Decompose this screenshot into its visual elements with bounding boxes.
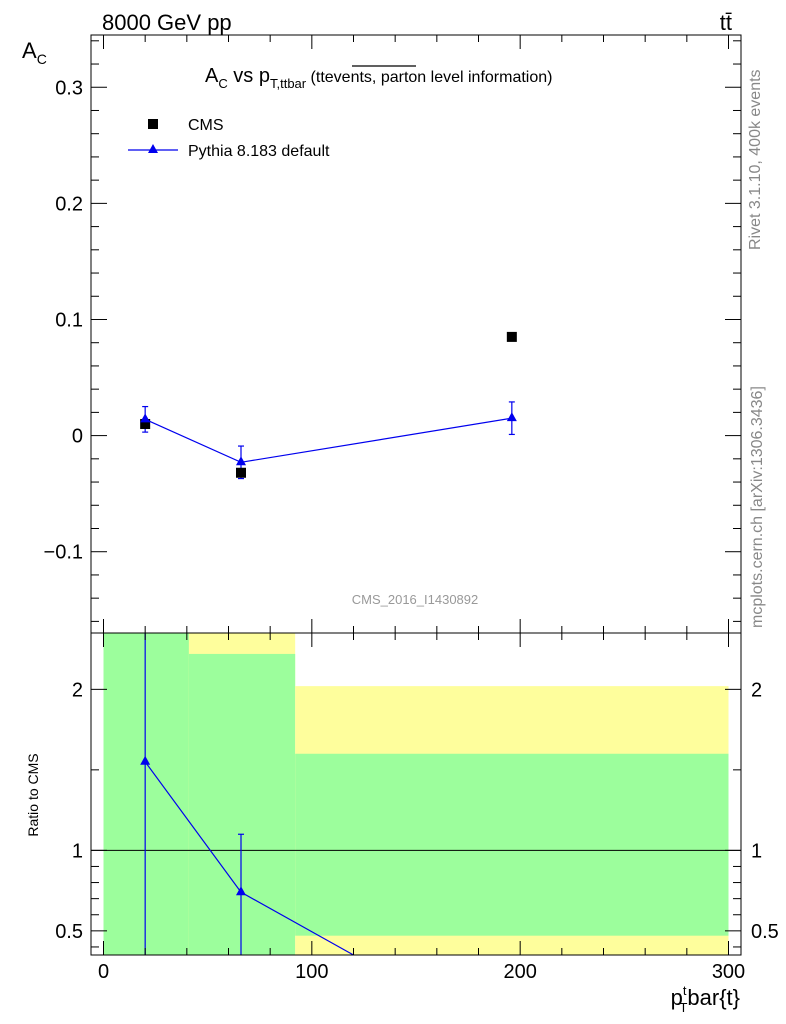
pythia-point: [140, 413, 151, 423]
cms-point: [506, 331, 517, 342]
cms-point: [236, 467, 246, 478]
main-y-tick-label: 0.3: [55, 77, 83, 99]
main-series: [140, 331, 517, 480]
main-y-tick-label: 0.1: [55, 309, 83, 331]
main-y-ticks: −0.1 0 0.1 0.2 0.3: [44, 40, 741, 622]
legend-cms-marker: [148, 119, 158, 129]
mcplots-label: mcplots.cern.ch [arXiv:1306.3436]: [749, 386, 766, 628]
main-y-tick-label: 0: [72, 426, 83, 448]
analysis-id: CMS_2016_I1430892: [352, 592, 479, 607]
x-axis-label: pt Tbar{t}: [671, 983, 740, 1015]
ratio-y-tick-label-left: 0.5: [55, 921, 83, 943]
ratio-band-inner: [103, 633, 189, 955]
legend-cms-label: CMS: [188, 117, 224, 134]
ratio-y-label: Ratio to CMS: [25, 753, 41, 836]
energy-label: 8000 GeV pp: [102, 10, 232, 35]
y-axis-label: AC: [22, 38, 47, 67]
ratio-y-tick-label-right: 0.5: [751, 921, 779, 943]
ratio-y-tick-label-right: 1: [751, 840, 762, 862]
legend: CMS Pythia 8.183 default: [128, 117, 330, 160]
ratio-band-inner: [188, 653, 296, 955]
process-label: tt̄: [720, 10, 732, 35]
ratio-frame: [90, 632, 742, 956]
x-tick-label: 100: [295, 961, 328, 983]
ratio-bands: [103, 633, 729, 955]
legend-pythia-label: Pythia 8.183 default: [188, 143, 330, 160]
ratio-y-ticks: 0.5 0.5 1 1 2 2: [55, 679, 779, 948]
pythia-line: [144, 417, 512, 463]
ratio-x-ticks: 0 100 200 300: [98, 633, 745, 983]
ratio-panel: 0.5 0.5 1 1 2 2 0 100 200 300 Ratio to CMS pt Tba…: [25, 632, 779, 1015]
ratio-y-tick-label-left: 1: [72, 840, 83, 862]
ratio-series: [140, 633, 354, 956]
rivet-version-label: Rivet 3.1.10, 400k events: [747, 69, 764, 250]
ratio-y-tick-label-left: 2: [72, 679, 83, 701]
main-panel: −0.1 0 0.1 0.2 0.3 AC vs pT,ttbar (ttevents,…: [44, 34, 742, 634]
main-y-tick-label: 0.2: [55, 193, 83, 215]
plot-title: AC vs pT,ttbar (ttevents, parton level i…: [205, 65, 552, 91]
x-tick-label: 300: [712, 961, 745, 983]
main-x-ticks: [103, 35, 729, 633]
ratio-pythia-point: [236, 886, 246, 896]
cms-point: [140, 418, 151, 429]
x-tick-label: 200: [503, 961, 536, 983]
legend-pythia-marker: [148, 144, 158, 153]
pythia-point: [506, 412, 517, 422]
pythia-point: [236, 456, 246, 466]
ratio-y-tick-label-right: 2: [751, 679, 762, 701]
ratio-pythia-point: [140, 755, 151, 765]
x-tick-label: 0: [98, 961, 109, 983]
main-y-tick-label: −0.1: [44, 542, 83, 564]
ratio-band-inner: [295, 753, 729, 936]
